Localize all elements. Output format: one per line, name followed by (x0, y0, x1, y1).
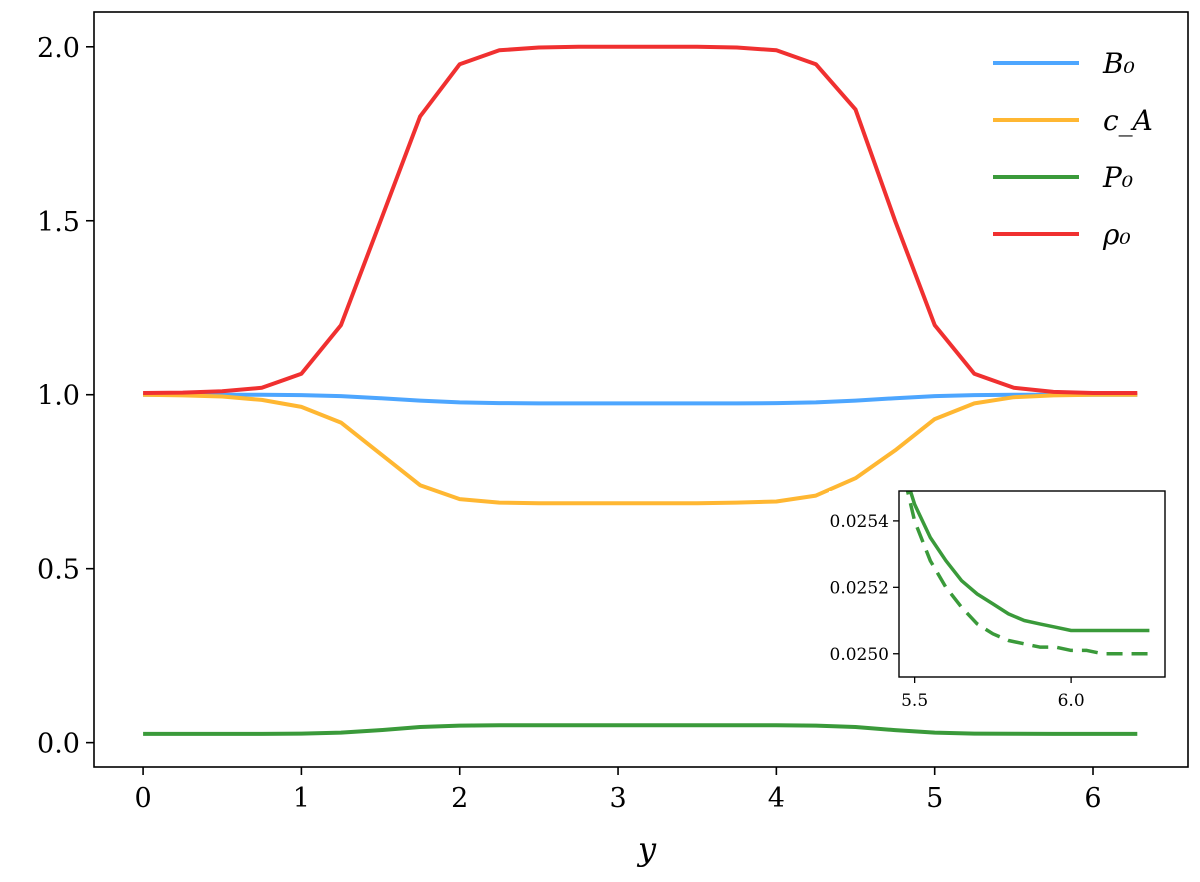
x-tick-label: 1 (293, 783, 310, 814)
inset-frame (898, 490, 1166, 678)
inset-plot: 5.5 6.0 0.0250 0.0252 0.0254 (829, 490, 1173, 719)
y-tick-label: 0.0 (37, 729, 80, 760)
legend-label-b0: B₀ (1102, 47, 1135, 80)
inset-background (829, 491, 1173, 719)
series-line-rho0 (143, 44, 1138, 395)
y-tick-label: 1.0 (37, 381, 80, 412)
inset-y-tick-label: 0.0252 (830, 578, 889, 598)
y-tick-label: 1.5 (37, 207, 80, 238)
inset-x-tick-label: 5.5 (901, 691, 928, 711)
y-tick-label: 2.0 (37, 33, 80, 64)
legend-label-ca: c_A (1103, 104, 1153, 137)
legend-label-rho0: ρ₀ (1102, 218, 1131, 251)
x-tick-label: 2 (451, 783, 468, 814)
series-line-b0 (143, 392, 1138, 406)
main-plot: 0 1 2 3 4 5 6 0.0 0.5 1.0 1.5 2.0 y (37, 11, 1189, 868)
series-line-ca (143, 392, 1138, 506)
x-tick-label: 5 (926, 783, 943, 814)
x-tick-label: 0 (134, 783, 151, 814)
inset-series-line-dashed (905, 491, 1150, 656)
x-tick-label: 6 (1084, 783, 1101, 814)
inset-y-tick-label: 0.0254 (830, 512, 889, 532)
x-tick-label: 3 (609, 783, 626, 814)
legend-label-p0: P₀ (1102, 161, 1133, 194)
x-axis-label: y (636, 830, 657, 868)
plot-frame (93, 11, 1189, 768)
main-series-group (143, 44, 1138, 736)
inset-series-line-solid (908, 491, 1150, 633)
inset-x-tick-label: 6.0 (1058, 691, 1085, 711)
series-line-p0 (143, 723, 1138, 736)
inset-series-group (905, 491, 1150, 656)
x-tick-label: 4 (768, 783, 785, 814)
inset-y-tick-label: 0.0250 (830, 645, 889, 665)
legend: B₀ c_A P₀ ρ₀ (993, 47, 1153, 251)
y-tick-label: 0.5 (37, 555, 80, 586)
